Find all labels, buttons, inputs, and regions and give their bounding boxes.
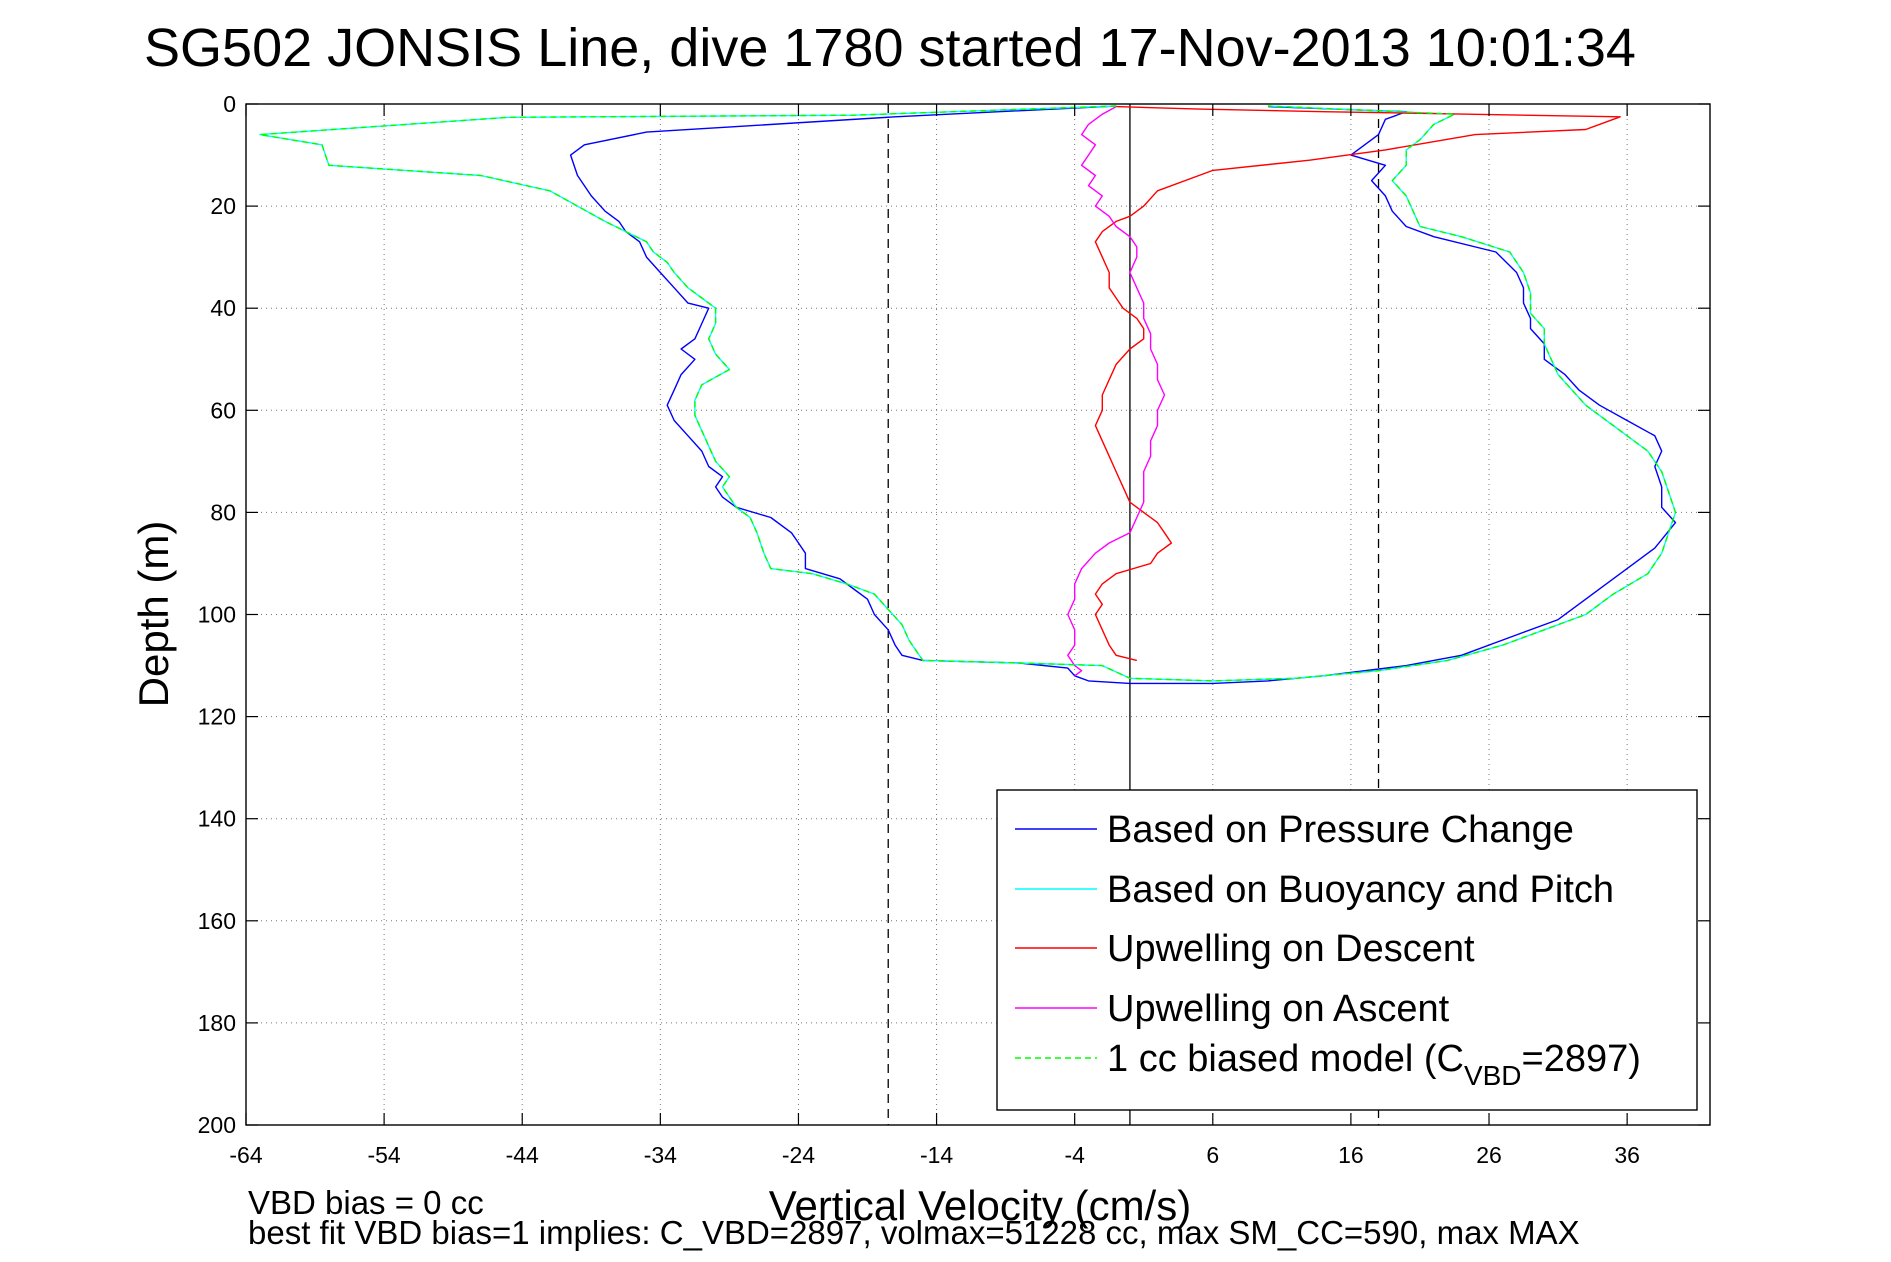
x-tick-label: -44 (506, 1142, 539, 1168)
footer-line-2: best fit VBD bias=1 implies: C_VBD=2897,… (248, 1214, 1580, 1251)
y-tick-label: 160 (198, 908, 236, 934)
y-tick-label: 180 (198, 1010, 236, 1036)
x-tick-label: -4 (1064, 1142, 1085, 1168)
series-line (259, 105, 1677, 682)
y-axis-ticks: 0 20 40 60 80 100 120 140 160 180 200 (198, 91, 1710, 1138)
x-tick-label: 16 (1338, 1142, 1364, 1168)
y-tick-label: 120 (198, 704, 236, 730)
x-tick-label: -14 (920, 1142, 953, 1168)
legend-label: Upwelling on Ascent (1107, 988, 1450, 1030)
y-tick-label: 0 (223, 91, 236, 117)
x-tick-label: -64 (229, 1142, 262, 1168)
x-axis-ticks: -64 -54 -44 -34 -24 -14 -4 6 16 26 36 (229, 104, 1640, 1168)
y-axis-label: Depth (m) (130, 521, 177, 708)
y-tick-label: 20 (210, 193, 236, 219)
legend: Based on Pressure Change Based on Buoyanc… (996, 789, 1698, 1111)
x-tick-label: 36 (1614, 1142, 1640, 1168)
series-line (1094, 105, 1621, 662)
legend-label: Based on Pressure Change (1107, 809, 1574, 851)
series-line (1067, 105, 1166, 677)
x-tick-label: -24 (782, 1142, 815, 1168)
legend-label: Upwelling on Descent (1107, 928, 1475, 970)
chart-title: SG502 JONSIS Line, dive 1780 started 17-… (144, 18, 1636, 78)
series-group (259, 105, 1677, 685)
y-tick-label: 140 (198, 806, 236, 832)
y-tick-label: 40 (210, 295, 236, 321)
legend-box (996, 789, 1698, 1111)
y-tick-label: 60 (210, 397, 236, 423)
x-tick-label: -54 (367, 1142, 400, 1168)
x-tick-label: -34 (644, 1142, 677, 1168)
y-tick-label: 200 (198, 1112, 236, 1138)
x-axis-label: Vertical Velocity (cm/s) (769, 1182, 1191, 1229)
y-tick-label: 80 (210, 499, 236, 525)
legend-label: 1 cc biased model (CVBD=2897) (1107, 1038, 1641, 1091)
x-tick-label: 6 (1206, 1142, 1219, 1168)
footer-line-1: VBD bias = 0 cc (248, 1184, 484, 1221)
legend-label: Based on Buoyancy and Pitch (1107, 869, 1614, 911)
y-tick-label: 100 (198, 602, 236, 628)
x-tick-label: 26 (1476, 1142, 1502, 1168)
